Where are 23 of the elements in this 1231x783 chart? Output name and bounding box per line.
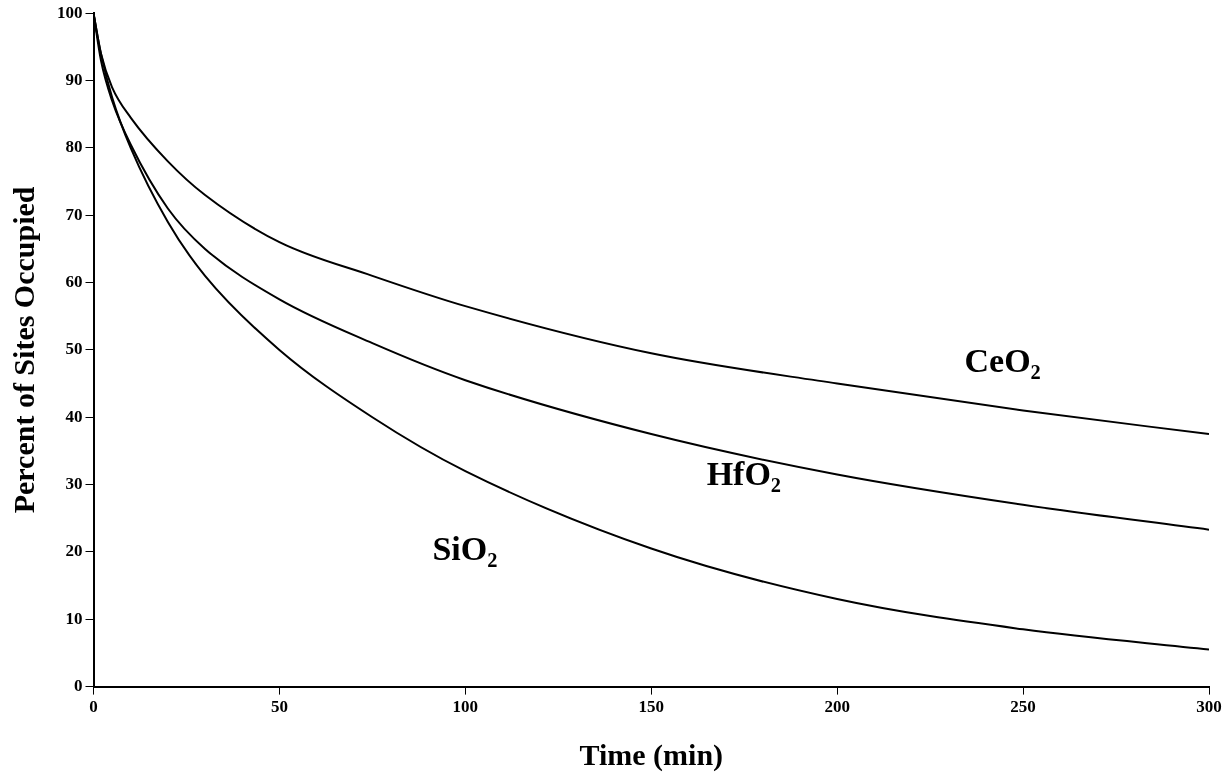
x-tick-label: 0: [89, 697, 98, 717]
y-tick-label: 20: [65, 541, 83, 561]
y-tick-label: 0: [74, 675, 83, 695]
x-tick-label: 200: [824, 697, 850, 717]
y-tick-label: 10: [65, 608, 83, 628]
y-tick-label: 60: [65, 271, 83, 291]
x-tick-label: 50: [270, 697, 288, 717]
y-tick-label: 70: [65, 204, 83, 224]
x-tick-label: 100: [452, 697, 479, 717]
series-label: SiO₂: [432, 529, 498, 567]
x-axis-title: Time (min): [579, 737, 724, 772]
y-tick-label: 80: [65, 137, 83, 157]
y-tick-label: 40: [65, 406, 83, 426]
x-tick-label: 150: [638, 697, 664, 717]
y-tick-label: 100: [57, 2, 83, 22]
y-axis-title: Percent of Sites Occupied: [6, 186, 40, 514]
y-tick-label: 90: [65, 69, 83, 89]
y-tick-label: 50: [65, 339, 83, 359]
series-label: CeO₂: [964, 342, 1041, 380]
series-label: HfO₂: [706, 454, 782, 492]
x-tick-label: 250: [1010, 697, 1036, 717]
y-tick-label: 30: [65, 473, 83, 493]
x-tick-label: 300: [1196, 697, 1222, 717]
